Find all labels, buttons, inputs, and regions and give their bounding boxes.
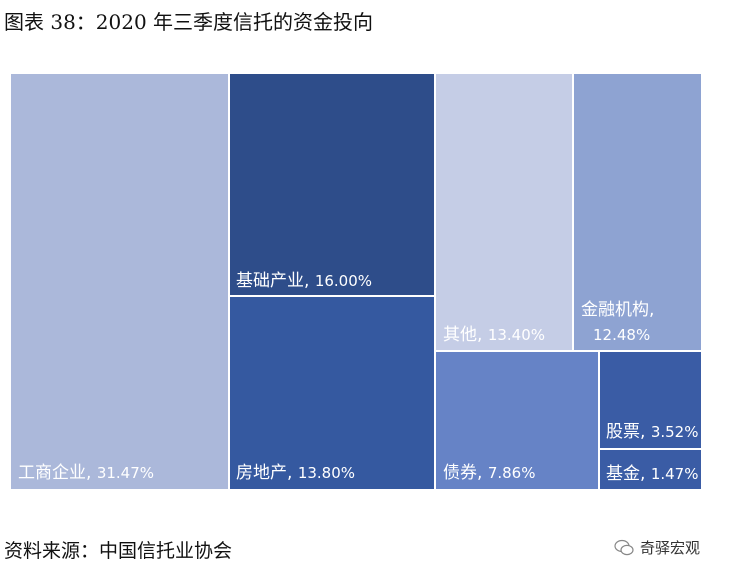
watermark: 奇驿宏观 <box>614 537 700 558</box>
source-note: 资料来源：中国信托业协会 <box>4 540 233 562</box>
tile-label-1: 基础产业, 16.00% <box>236 271 372 291</box>
tile-label-7: 基金, 1.47% <box>606 464 698 484</box>
chart-title: 图表 38：2020 年三季度信托的资金投向 <box>4 10 374 34</box>
treemap-tile-7 <box>598 448 703 491</box>
treemap-tile-2 <box>228 295 436 491</box>
tile-label-4: 金融机构, 12.48% <box>581 300 654 344</box>
treemap-tiles: 工商企业, 31.47% 基础产业, 16.00% 房地产, 13.80% 其他, 1… <box>9 72 703 491</box>
tile-label-5: 债券, 7.86% <box>443 463 535 483</box>
tile-label-2: 房地产, 13.80% <box>236 463 355 483</box>
watermark-text: 奇驿宏观 <box>640 539 701 557</box>
treemap-tile-4 <box>572 72 703 352</box>
tile-label-3: 其他, 13.40% <box>443 325 545 345</box>
tile-label-6: 股票, 3.52% <box>606 422 698 442</box>
treemap-tile-1 <box>228 72 436 297</box>
treemap-tile-5 <box>434 350 600 491</box>
wechat-icon <box>614 539 634 555</box>
treemap-tile-0 <box>9 72 230 491</box>
treemap-tile-6 <box>598 350 703 450</box>
tile-label-0: 工商企业, 31.47% <box>18 463 154 483</box>
treemap-tile-3 <box>434 72 574 352</box>
